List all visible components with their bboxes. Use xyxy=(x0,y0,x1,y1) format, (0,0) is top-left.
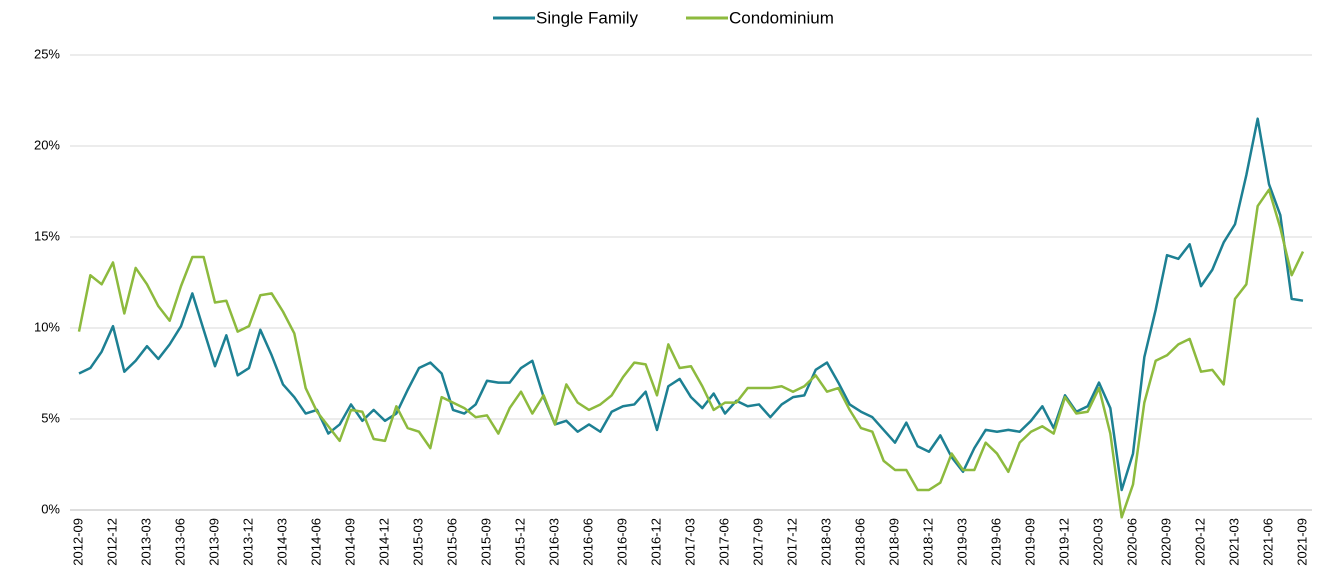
legend-label: Condominium xyxy=(729,8,834,27)
x-tick-label: 2013-03 xyxy=(138,518,153,566)
x-tick-label: 2017-06 xyxy=(716,518,731,566)
x-tick-label: 2015-06 xyxy=(444,518,459,566)
y-tick-label: 5% xyxy=(41,410,60,425)
x-tick-label: 2015-09 xyxy=(478,518,493,566)
x-tick-label: 2018-09 xyxy=(886,518,901,566)
x-tick-label: 2012-09 xyxy=(70,518,85,566)
x-tick-label: 2021-06 xyxy=(1260,518,1275,566)
x-tick-label: 2016-03 xyxy=(546,518,561,566)
y-tick-label: 25% xyxy=(34,46,60,61)
x-tick-label: 2019-03 xyxy=(954,518,969,566)
x-tick-label: 2014-09 xyxy=(342,518,357,566)
x-tick-label: 2019-12 xyxy=(1056,518,1071,566)
x-tick-label: 2013-09 xyxy=(206,518,221,566)
y-tick-label: 10% xyxy=(34,319,60,334)
y-tick-label: 15% xyxy=(34,228,60,243)
x-tick-label: 2016-12 xyxy=(648,518,663,566)
x-tick-label: 2020-03 xyxy=(1090,518,1105,566)
x-tick-label: 2018-12 xyxy=(920,518,935,566)
x-tick-label: 2014-03 xyxy=(274,518,289,566)
y-tick-label: 0% xyxy=(41,501,60,516)
x-tick-label: 2015-12 xyxy=(512,518,527,566)
x-tick-label: 2014-06 xyxy=(308,518,323,566)
x-tick-label: 2020-12 xyxy=(1192,518,1207,566)
x-tick-label: 2020-09 xyxy=(1158,518,1173,566)
x-tick-label: 2016-09 xyxy=(614,518,629,566)
x-tick-label: 2013-06 xyxy=(172,518,187,566)
x-tick-label: 2017-12 xyxy=(784,518,799,566)
x-tick-label: 2020-06 xyxy=(1124,518,1139,566)
x-tick-label: 2014-12 xyxy=(376,518,391,566)
legend-label: Single Family xyxy=(536,8,639,27)
x-tick-label: 2017-09 xyxy=(750,518,765,566)
x-tick-label: 2019-06 xyxy=(988,518,1003,566)
x-tick-label: 2021-09 xyxy=(1294,518,1309,566)
series-line xyxy=(77,188,1305,519)
x-tick-label: 2017-03 xyxy=(682,518,697,566)
x-tick-label: 2021-03 xyxy=(1226,518,1241,566)
y-tick-label: 20% xyxy=(34,137,60,152)
x-tick-label: 2012-12 xyxy=(104,518,119,566)
x-tick-label: 2016-06 xyxy=(580,518,595,566)
x-tick-label: 2019-09 xyxy=(1022,518,1037,566)
x-tick-label: 2013-12 xyxy=(240,518,255,566)
x-tick-label: 2018-03 xyxy=(818,518,833,566)
series-line xyxy=(78,117,1304,492)
x-tick-label: 2018-06 xyxy=(852,518,867,566)
x-tick-label: 2015-03 xyxy=(410,518,425,566)
